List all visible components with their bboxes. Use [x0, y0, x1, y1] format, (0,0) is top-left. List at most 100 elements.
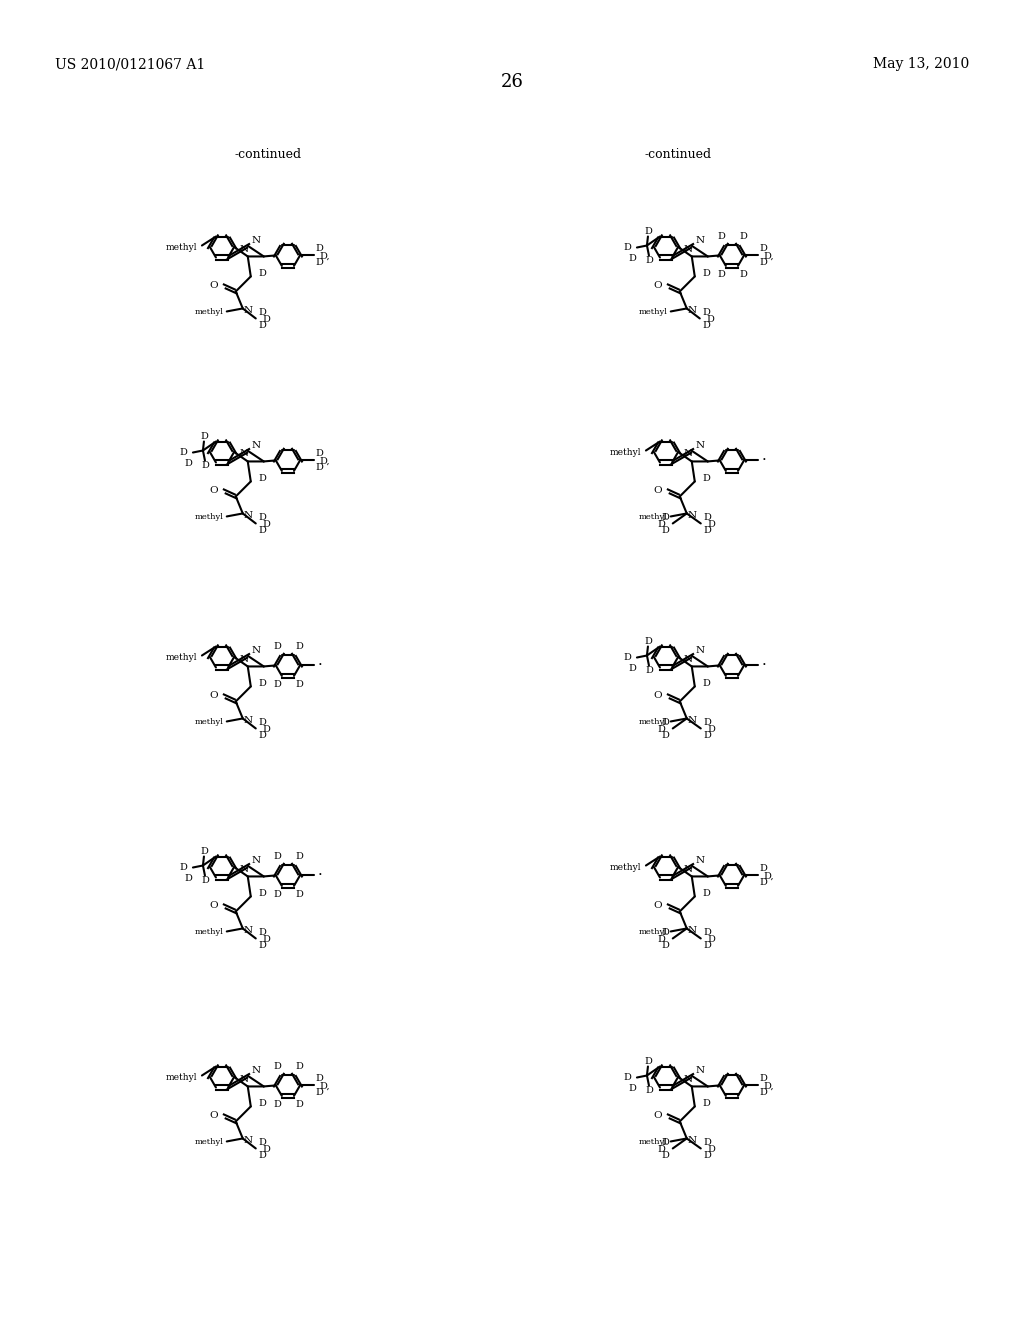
Text: D: D — [201, 876, 209, 884]
Text: -continued: -continued — [644, 149, 712, 161]
Text: D: D — [739, 232, 746, 240]
Text: O: O — [653, 902, 662, 909]
Text: D: D — [259, 513, 266, 521]
Text: ·: · — [318, 869, 323, 882]
Text: D: D — [645, 667, 653, 675]
Text: D: D — [259, 1138, 266, 1147]
Text: N: N — [240, 655, 248, 664]
Text: D: D — [273, 1100, 281, 1109]
Text: D: D — [623, 653, 631, 663]
Text: D: D — [645, 256, 653, 265]
Text: D: D — [644, 638, 652, 645]
Text: ·: · — [762, 659, 767, 672]
Text: D: D — [623, 243, 631, 252]
Text: D: D — [702, 888, 711, 898]
Text: -continued: -continued — [234, 149, 301, 161]
Text: D: D — [662, 731, 670, 741]
Text: N: N — [696, 236, 706, 246]
Text: D: D — [263, 725, 270, 734]
Text: N: N — [683, 450, 692, 458]
Text: D: D — [259, 941, 266, 950]
Text: methyl: methyl — [195, 513, 224, 521]
Text: N: N — [688, 1137, 697, 1144]
Text: D: D — [273, 890, 281, 899]
Text: methyl: methyl — [639, 513, 668, 521]
Text: D: D — [263, 315, 270, 323]
Text: D: D — [259, 928, 266, 937]
Text: N: N — [252, 647, 261, 656]
Text: D: D — [717, 271, 725, 279]
Text: N: N — [240, 244, 248, 253]
Text: methyl: methyl — [195, 309, 224, 317]
Text: D: D — [702, 1100, 711, 1107]
Text: D: D — [259, 731, 266, 741]
Text: D: D — [703, 718, 712, 727]
Text: D,: D, — [763, 1082, 774, 1090]
Text: D: D — [273, 1061, 281, 1071]
Text: D: D — [201, 461, 209, 470]
Text: D: D — [702, 308, 711, 317]
Text: D: D — [662, 513, 670, 521]
Text: ·: · — [318, 659, 323, 672]
Text: D: D — [179, 447, 187, 457]
Text: D: D — [184, 459, 191, 469]
Text: methyl: methyl — [639, 928, 668, 936]
Text: D: D — [628, 1084, 636, 1093]
Text: ·: · — [762, 453, 767, 467]
Text: methyl: methyl — [609, 863, 641, 873]
Text: D: D — [708, 1144, 716, 1154]
Text: methyl: methyl — [639, 309, 668, 317]
Text: methyl: methyl — [166, 1073, 197, 1082]
Text: O: O — [209, 690, 218, 700]
Text: N: N — [252, 236, 261, 246]
Text: D: D — [315, 463, 323, 471]
Text: D: D — [259, 718, 266, 727]
Text: D: D — [295, 680, 303, 689]
Text: N: N — [240, 865, 248, 874]
Text: N: N — [244, 1137, 253, 1144]
Text: methyl: methyl — [639, 718, 668, 726]
Text: D: D — [315, 1074, 323, 1082]
Text: D: D — [702, 474, 711, 483]
Text: N: N — [683, 1074, 692, 1084]
Text: D: D — [759, 257, 767, 267]
Text: D: D — [703, 1138, 712, 1147]
Text: D: D — [295, 890, 303, 899]
Text: D: D — [273, 680, 281, 689]
Text: O: O — [653, 486, 662, 495]
Text: D: D — [657, 935, 666, 944]
Text: D: D — [717, 232, 725, 240]
Text: D: D — [703, 941, 712, 950]
Text: O: O — [653, 690, 662, 700]
Text: D: D — [259, 269, 266, 279]
Text: N: N — [696, 647, 706, 656]
Text: N: N — [696, 1067, 706, 1076]
Text: D: D — [703, 1151, 712, 1160]
Text: D: D — [662, 941, 670, 950]
Text: D: D — [702, 678, 711, 688]
Text: N: N — [688, 715, 697, 725]
Text: methyl: methyl — [195, 928, 224, 936]
Text: N: N — [240, 1074, 248, 1084]
Text: O: O — [209, 281, 218, 290]
Text: N: N — [688, 306, 697, 315]
Text: O: O — [209, 902, 218, 909]
Text: methyl: methyl — [195, 718, 224, 726]
Text: D: D — [263, 520, 270, 529]
Text: D: D — [259, 474, 266, 483]
Text: D: D — [703, 731, 712, 741]
Text: D: D — [644, 227, 652, 236]
Text: methyl: methyl — [609, 447, 641, 457]
Text: D: D — [259, 1151, 266, 1160]
Text: D: D — [759, 244, 767, 253]
Text: N: N — [252, 857, 261, 866]
Text: N: N — [696, 441, 706, 450]
Text: N: N — [696, 857, 706, 866]
Text: D: D — [759, 878, 767, 887]
Text: D: D — [657, 520, 666, 529]
Text: O: O — [209, 1111, 218, 1119]
Text: D: D — [315, 449, 323, 458]
Text: D: D — [200, 432, 208, 441]
Text: D: D — [703, 513, 712, 521]
Text: D: D — [295, 1100, 303, 1109]
